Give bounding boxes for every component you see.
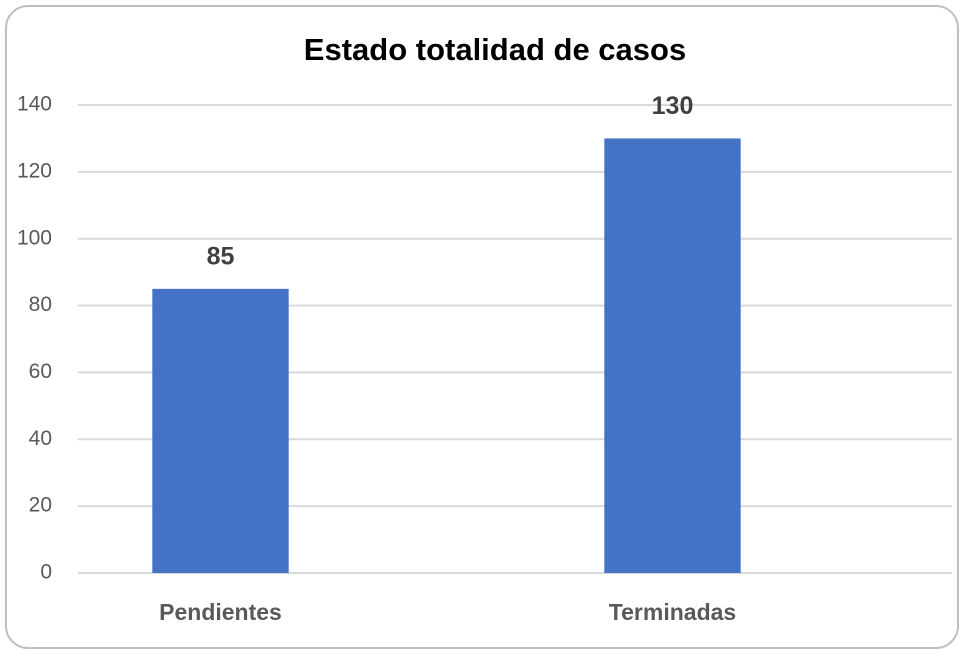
y-tick-label: 100 [17,226,52,249]
y-tick-label: 80 [29,293,52,316]
y-tick-label: 20 [29,494,52,517]
chart-frame [5,5,959,649]
bar [604,138,741,573]
y-tick-label: 0 [40,561,52,584]
x-tick-label: Pendientes [159,599,282,625]
y-tick-label: 120 [17,159,52,182]
chart-title: Estado totalidad de casos [304,32,686,67]
y-tick-label: 140 [17,93,52,116]
x-tick-label: Terminadas [609,599,736,625]
data-label: 130 [652,92,694,120]
y-tick-label: 40 [29,427,52,450]
y-tick-label: 60 [29,360,52,383]
bar [152,288,289,573]
data-label: 85 [207,242,235,270]
